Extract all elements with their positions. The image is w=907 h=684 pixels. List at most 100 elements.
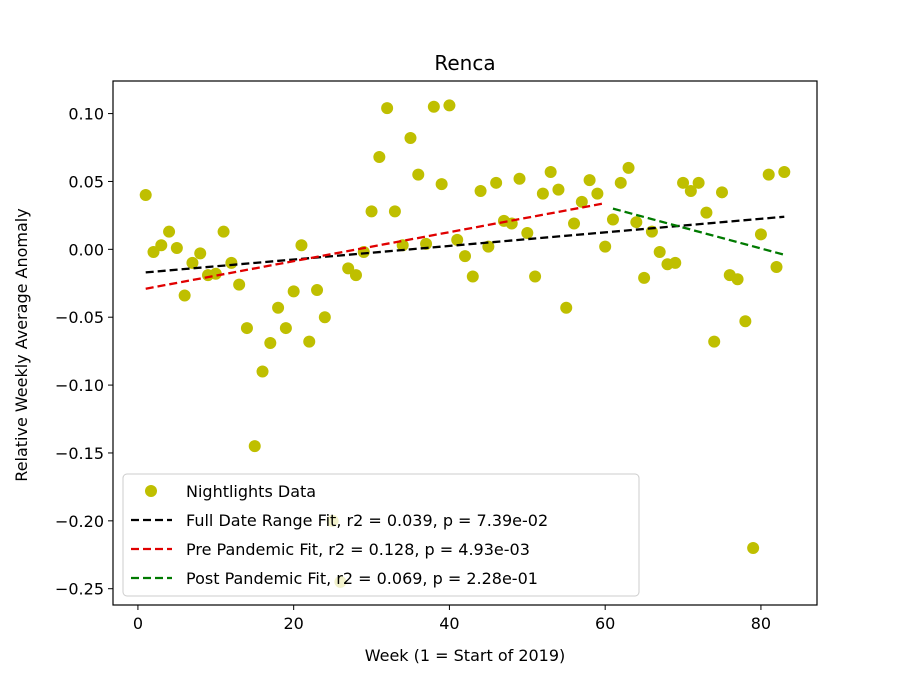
y-tick-label: 0.00 xyxy=(68,240,104,259)
x-axis-ticks: 0 20 40 60 80 xyxy=(133,605,771,633)
y-axis-ticks: 0.10 0.05 0.00 −0.05 −0.10 −0.15 −0.20 −0.25 xyxy=(55,105,113,599)
y-tick-label: 0.10 xyxy=(68,105,104,124)
data-point xyxy=(163,225,176,238)
data-point xyxy=(303,335,316,348)
data-point xyxy=(287,285,300,298)
data-point xyxy=(233,278,246,291)
y-tick-label: −0.05 xyxy=(55,308,104,327)
legend-box xyxy=(122,473,640,597)
pre-pandemic-fit-line xyxy=(145,202,606,290)
data-point xyxy=(279,322,292,335)
data-point xyxy=(762,168,775,181)
data-point xyxy=(466,270,479,283)
data-point xyxy=(778,165,791,178)
data-point xyxy=(272,301,285,314)
data-point xyxy=(568,217,581,230)
data-point xyxy=(295,239,308,252)
data-point xyxy=(630,216,643,229)
data-point xyxy=(747,541,760,554)
legend-label: Full Date Range Fit, r2 = 0.039, p = 7.3… xyxy=(186,511,548,530)
data-point xyxy=(240,322,253,335)
data-point xyxy=(155,239,168,252)
data-point xyxy=(443,99,456,112)
data-point xyxy=(264,337,277,349)
data-point xyxy=(677,176,690,189)
data-point xyxy=(622,161,635,174)
legend-item: Nightlights Data xyxy=(145,482,316,501)
y-tick-label: −0.25 xyxy=(55,580,104,599)
data-point xyxy=(575,195,588,208)
data-point xyxy=(256,365,269,378)
data-point xyxy=(770,260,783,273)
data-point xyxy=(529,270,542,283)
data-point xyxy=(342,262,355,275)
data-point xyxy=(388,205,401,218)
data-point xyxy=(147,246,160,259)
data-point xyxy=(552,183,565,196)
data-point xyxy=(170,241,183,254)
x-tick-label: 20 xyxy=(283,614,303,633)
x-tick-label: 80 xyxy=(751,614,771,633)
data-point xyxy=(311,284,324,297)
legend: Nightlights Data Full Date Range Fit, r2 … xyxy=(122,473,640,597)
data-point xyxy=(318,311,331,324)
data-point xyxy=(490,176,503,189)
y-tick-label: −0.15 xyxy=(55,444,104,463)
data-point xyxy=(521,227,534,240)
data-point xyxy=(754,228,767,241)
legend-label: Post Pandemic Fit, r2 = 0.069, p = 2.28e… xyxy=(186,569,538,588)
data-point xyxy=(669,256,682,269)
data-point xyxy=(513,172,526,185)
data-point xyxy=(739,315,752,328)
data-point xyxy=(653,246,666,259)
y-axis-label: Relative Weekly Average Anomaly xyxy=(12,208,31,481)
data-point xyxy=(544,165,557,178)
data-point xyxy=(178,289,191,302)
data-point xyxy=(583,174,596,187)
post-pandemic-fit-line xyxy=(612,207,785,256)
data-point xyxy=(731,273,744,286)
y-tick-label: −0.20 xyxy=(55,512,104,531)
legend-item: Post Pandemic Fit, r2 = 0.069, p = 2.28e… xyxy=(131,569,538,588)
data-point xyxy=(536,187,549,200)
data-point xyxy=(194,247,207,260)
y-tick-label: −0.10 xyxy=(55,376,104,395)
data-point xyxy=(217,225,230,238)
legend-marker-points xyxy=(145,485,157,497)
legend-item: Full Date Range Fit, r2 = 0.039, p = 7.3… xyxy=(131,511,548,530)
series-nightlights-points xyxy=(139,99,791,588)
data-point xyxy=(599,240,612,253)
data-point xyxy=(606,213,619,226)
x-tick-label: 0 xyxy=(133,614,143,633)
full-date-range-fit-line xyxy=(145,215,785,274)
data-point xyxy=(700,206,713,219)
data-point xyxy=(420,237,433,250)
data-point xyxy=(349,269,362,282)
y-tick-label: 0.05 xyxy=(68,172,104,191)
data-point xyxy=(225,256,238,269)
x-tick-label: 40 xyxy=(439,614,459,633)
data-point xyxy=(614,176,627,189)
axes-frame xyxy=(112,80,818,606)
data-point xyxy=(692,176,705,189)
data-point xyxy=(427,100,440,113)
data-point xyxy=(373,151,386,164)
data-point xyxy=(638,271,651,284)
data-point xyxy=(404,132,417,145)
data-point xyxy=(684,184,697,197)
plot-area xyxy=(112,80,818,606)
x-tick-label: 60 xyxy=(595,614,615,633)
data-point xyxy=(186,256,199,269)
data-point xyxy=(209,267,222,280)
data-point xyxy=(381,102,394,115)
data-point xyxy=(560,301,573,314)
legend-item: Pre Pandemic Fit, r2 = 0.128, p = 4.93e-… xyxy=(131,540,530,559)
legend-label: Pre Pandemic Fit, r2 = 0.128, p = 4.93e-… xyxy=(186,540,530,559)
data-point xyxy=(365,205,378,218)
data-point xyxy=(248,440,261,453)
data-point xyxy=(459,250,471,263)
data-point xyxy=(708,335,721,348)
chart-title: Renca xyxy=(434,51,495,75)
